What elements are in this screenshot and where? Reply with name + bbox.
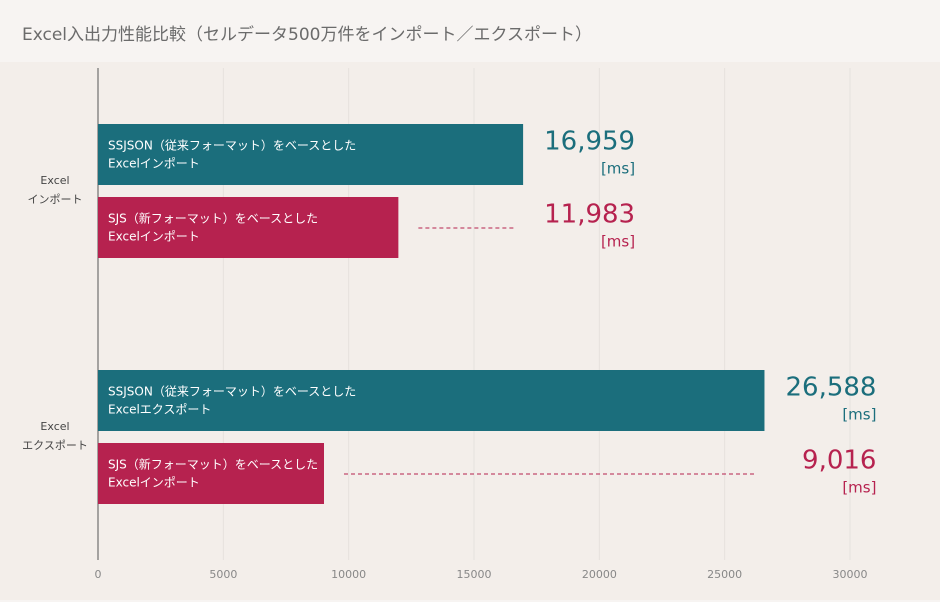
x-tick-label: 30000 [833, 568, 868, 581]
bar-label: SJS（新フォーマット）をベースとした [108, 457, 318, 472]
value-label: 16,959 [544, 127, 635, 157]
bar-label: Excelエクスポート [108, 403, 211, 417]
bar-label: Excelインポート [108, 476, 200, 490]
bar [98, 124, 524, 185]
x-tick-label: 10000 [331, 568, 366, 581]
value-unit: [ms] [842, 479, 876, 497]
value-label: 26,588 [785, 373, 876, 403]
bar-label: Excelインポート [108, 157, 200, 171]
bar [98, 370, 765, 431]
x-tick-label: 20000 [582, 568, 617, 581]
value-unit: [ms] [601, 233, 635, 251]
chart-title: Excel入出力性能比較（セルデータ500万件をインポート／エクスポート） [22, 24, 592, 45]
bar [98, 443, 325, 504]
bar-label: SJS（新フォーマット）をベースとした [108, 211, 318, 226]
category-label: Excel [40, 420, 69, 433]
x-tick-label: 25000 [707, 568, 742, 581]
bar-label: SSJSON（従来フォーマット）をベースとした [108, 385, 356, 399]
category-label: エクスポート [22, 439, 88, 452]
value-unit: [ms] [601, 160, 635, 178]
value-label: 9,016 [802, 446, 876, 476]
x-tick-label: 15000 [457, 568, 492, 581]
bar-label: SSJSON（従来フォーマット）をベースとした [108, 139, 356, 153]
value-unit: [ms] [842, 406, 876, 424]
x-tick-label: 5000 [209, 568, 237, 581]
value-label: 11,983 [544, 200, 635, 230]
category-label: Excel [40, 174, 69, 187]
bar-label: Excelインポート [108, 230, 200, 244]
bar [98, 197, 399, 258]
category-label: インポート [28, 193, 83, 206]
x-tick-label: 0 [95, 568, 102, 581]
